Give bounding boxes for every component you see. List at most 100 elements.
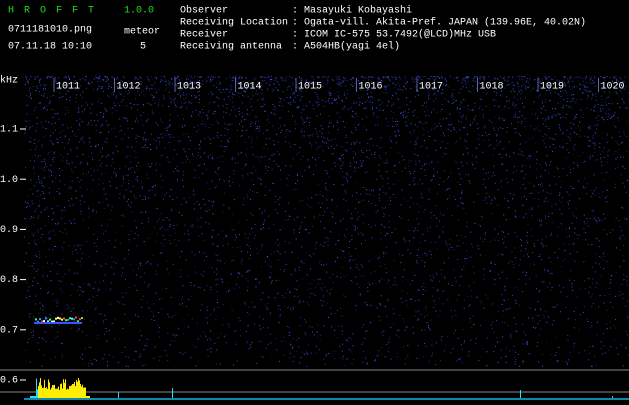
noise-dot	[598, 193, 599, 194]
noise-dot	[388, 280, 389, 281]
noise-dot	[387, 300, 388, 301]
noise-dot	[413, 112, 414, 113]
noise-dot	[387, 126, 388, 127]
noise-dot	[406, 116, 407, 117]
noise-dot	[297, 296, 298, 297]
noise-dot	[592, 137, 593, 138]
noise-dot	[136, 135, 137, 136]
noise-dot	[219, 98, 220, 99]
noise-dot	[519, 366, 520, 367]
noise-dot	[140, 81, 141, 82]
noise-dot	[583, 186, 584, 187]
noise-dot	[347, 80, 348, 81]
noise-dot	[88, 284, 89, 285]
noise-dot	[312, 157, 313, 158]
noise-dot	[294, 288, 295, 289]
noise-dot	[415, 124, 416, 125]
noise-dot	[377, 307, 378, 308]
noise-dot	[298, 258, 299, 259]
noise-dot	[250, 102, 251, 103]
noise-dot	[595, 271, 596, 272]
noise-dot	[329, 277, 330, 278]
noise-dot	[494, 148, 495, 149]
noise-dot	[549, 185, 550, 186]
noise-dot	[71, 150, 72, 151]
noise-dot	[440, 177, 441, 178]
noise-dot	[204, 240, 205, 241]
noise-dot	[569, 208, 570, 209]
noise-dot	[379, 79, 380, 80]
noise-dot	[128, 128, 129, 129]
noise-dot	[541, 329, 542, 330]
noise-dot	[263, 98, 264, 99]
noise-dot	[301, 261, 302, 262]
noise-dot	[337, 129, 338, 130]
noise-dot	[124, 198, 125, 199]
noise-dot	[372, 238, 373, 239]
noise-dot	[312, 136, 313, 137]
noise-dot	[208, 93, 209, 94]
noise-dot	[241, 152, 242, 153]
noise-dot	[225, 123, 226, 124]
noise-dot	[575, 117, 576, 118]
noise-dot	[290, 131, 291, 132]
noise-dot	[402, 302, 403, 303]
noise-dot	[377, 77, 378, 78]
noise-dot	[343, 185, 344, 186]
noise-dot	[288, 216, 289, 217]
noise-dot	[141, 182, 142, 183]
noise-dot	[363, 342, 364, 343]
noise-dot	[610, 302, 611, 303]
noise-dot	[594, 152, 595, 153]
noise-dot	[80, 163, 81, 164]
noise-dot	[184, 225, 185, 226]
noise-dot	[377, 124, 378, 125]
noise-dot	[210, 314, 211, 315]
noise-dot	[275, 243, 276, 244]
noise-dot	[277, 293, 278, 294]
noise-dot	[386, 272, 387, 273]
noise-dot	[252, 215, 253, 216]
noise-dot	[153, 316, 154, 317]
noise-dot	[213, 94, 214, 95]
noise-dot	[521, 171, 522, 172]
noise-dot	[322, 133, 323, 134]
noise-dot	[489, 134, 490, 135]
noise-dot	[355, 226, 356, 227]
noise-dot	[470, 183, 471, 184]
noise-dot	[470, 304, 471, 305]
noise-dot	[600, 108, 601, 109]
noise-dot	[568, 318, 569, 319]
noise-dot	[274, 161, 275, 162]
noise-dot	[287, 289, 288, 290]
noise-dot	[517, 99, 518, 100]
noise-dot	[157, 138, 158, 139]
noise-dot	[101, 266, 102, 267]
noise-dot	[337, 102, 338, 103]
noise-dot	[328, 317, 329, 318]
noise-dot	[238, 272, 239, 273]
noise-dot	[338, 326, 339, 327]
noise-dot	[562, 107, 563, 108]
noise-dot	[614, 187, 615, 188]
noise-dot	[605, 218, 606, 219]
noise-dot	[508, 263, 509, 264]
noise-dot	[601, 111, 602, 112]
noise-dot	[552, 287, 553, 288]
noise-dot	[577, 163, 578, 164]
noise-dot	[506, 170, 507, 171]
noise-dot	[266, 130, 267, 131]
noise-dot	[80, 79, 81, 80]
noise-dot	[121, 185, 122, 186]
noise-dot	[98, 106, 99, 107]
noise-dot	[380, 104, 381, 105]
noise-dot	[588, 292, 589, 293]
noise-dot	[80, 94, 81, 95]
noise-dot	[456, 246, 457, 247]
noise-dot	[35, 149, 36, 150]
noise-dot	[237, 247, 238, 248]
noise-dot	[602, 138, 603, 139]
noise-dot	[431, 242, 432, 243]
noise-dot	[384, 227, 385, 228]
noise-dot	[377, 145, 378, 146]
